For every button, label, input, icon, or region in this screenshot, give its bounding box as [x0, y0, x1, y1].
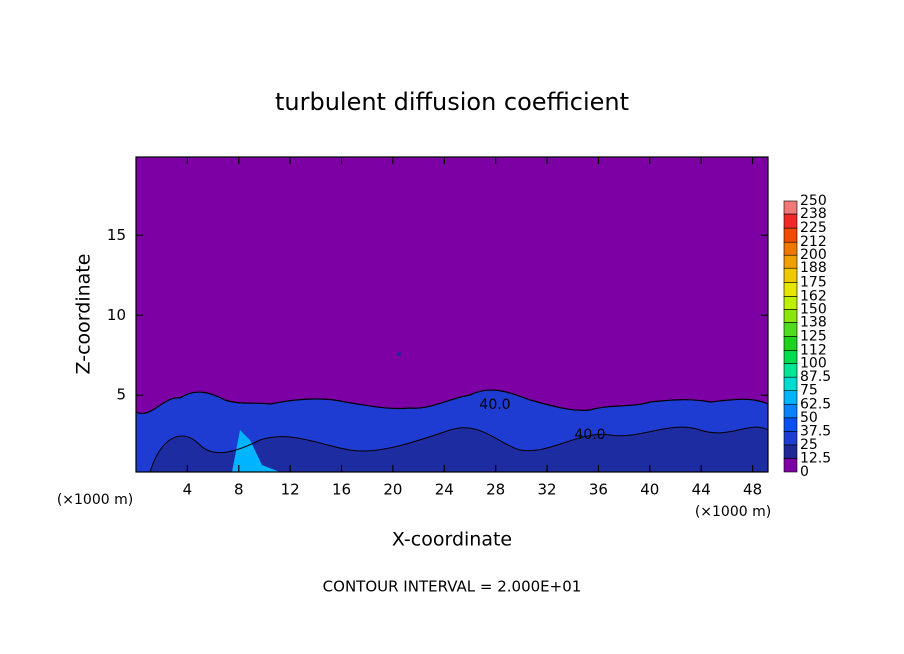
colorbar-segment: [783, 350, 798, 364]
footnote: CONTOUR INTERVAL = 2.000E+01: [323, 578, 582, 596]
colorbar-label: 100: [800, 356, 827, 372]
colorbar-label: 212: [800, 234, 827, 250]
x-tick-label: 36: [589, 481, 608, 499]
colorbar-segment: [783, 376, 798, 391]
colorbar-segment: [783, 363, 798, 378]
colorbar-segment: [783, 213, 798, 229]
field-core: [150, 427, 768, 472]
colorbar-label: 25: [800, 437, 818, 453]
x-tick-label: 44: [692, 481, 711, 499]
colorbar-label: 75: [800, 383, 818, 399]
colorbar-label: 125: [800, 329, 827, 345]
x-tick-label: 20: [383, 481, 402, 499]
colorbar-segment: [783, 390, 798, 405]
y-tick-label: 10: [107, 306, 126, 324]
x-tick-label: 4: [183, 481, 193, 499]
colorbar-segment: [783, 322, 798, 337]
x-tick-label: 48: [743, 481, 762, 499]
colorbar-label: 62.5: [800, 396, 831, 412]
x-tick-label: 40: [640, 481, 659, 499]
colorbar-segment: [783, 336, 798, 351]
colorbar-segment: [783, 431, 798, 446]
colorbar-segment: [783, 417, 798, 432]
colorbar-segment: [783, 458, 798, 473]
colorbar-segment: [783, 444, 798, 459]
y-unit: (×1000 m): [57, 492, 133, 508]
x-tick-label: 12: [281, 481, 300, 499]
colorbar-label: 87.5: [800, 369, 831, 385]
colorbar-label: 250: [800, 193, 827, 209]
colorbar-segment: [783, 281, 798, 297]
x-tick-label: 32: [538, 481, 557, 499]
colorbar-label: 188: [800, 260, 827, 276]
x-tick-label: 8: [234, 481, 244, 499]
field-patch: [232, 430, 280, 472]
field-spot: [397, 352, 401, 356]
x-axis-label: X-coordinate: [392, 529, 512, 551]
x-tick-label: 24: [435, 481, 454, 499]
y-axis-label: Z-coordinate: [73, 254, 95, 375]
colorbar-segment: [783, 403, 798, 419]
colorbar-segment: [783, 241, 798, 256]
colorbar-label: 175: [800, 274, 827, 290]
colorbar-segment: [783, 254, 798, 269]
x-tick-label: 16: [332, 481, 351, 499]
colorbar-segment: [783, 200, 798, 215]
contour-label: 40.0: [574, 427, 605, 443]
colorbar-label: 138: [800, 314, 827, 330]
colorbar-label: 200: [800, 247, 827, 263]
colorbar-segment: [783, 227, 798, 243]
field: [135, 157, 769, 473]
y-tick-label: 5: [116, 386, 126, 404]
x-tick-label: 28: [486, 481, 505, 499]
contour-label: 40.0: [479, 397, 510, 413]
colorbar-label: 50: [800, 410, 818, 426]
plot-frame: [135, 156, 769, 473]
colorbar-segment: [783, 309, 798, 323]
x-unit: (×1000 m): [695, 504, 771, 520]
colorbar-label: 112: [800, 343, 827, 359]
colorbar-label: 162: [800, 288, 827, 304]
chart-title: turbulent diffusion coefficient: [275, 88, 629, 116]
colorbar-label: 12.5: [800, 450, 831, 466]
colorbar-label: 0: [800, 464, 809, 480]
colorbar-label: 150: [800, 301, 827, 317]
contour-line: [149, 426, 769, 473]
colorbar-label: 37.5: [800, 423, 831, 439]
colorbar-label: 225: [800, 220, 827, 236]
colorbar-label: 238: [800, 206, 827, 222]
colorbar-segment: [783, 296, 798, 310]
contour-line: [135, 389, 769, 415]
y-tick-label: 15: [107, 226, 126, 244]
colorbar-segment: [783, 267, 798, 283]
